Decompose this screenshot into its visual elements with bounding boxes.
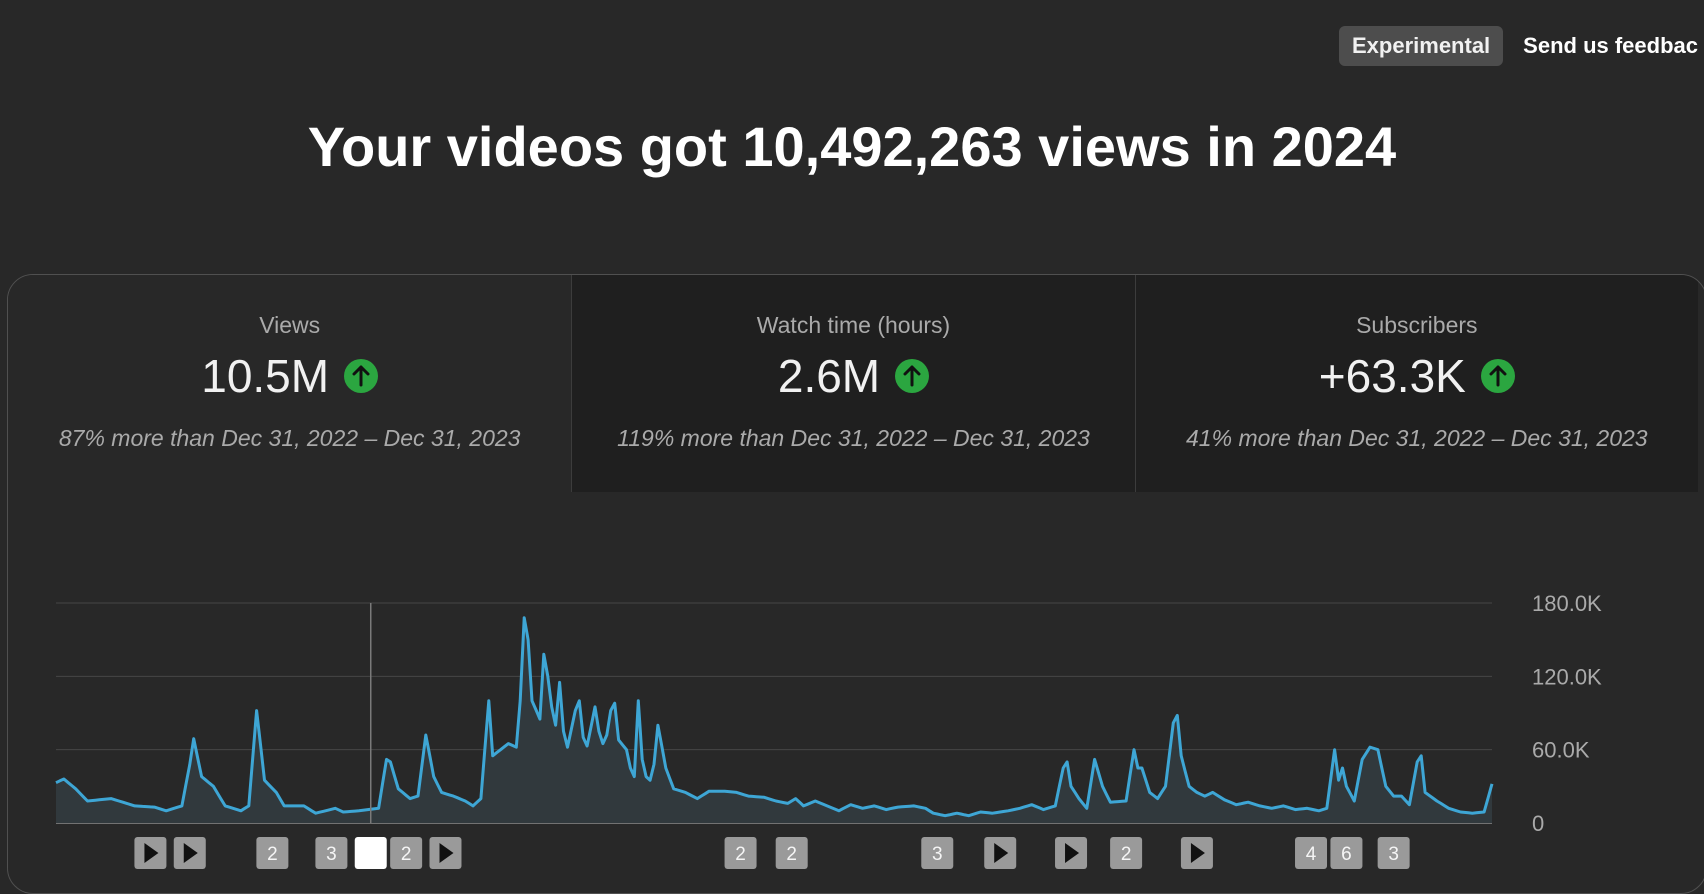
series-line (55, 616, 1494, 818)
y-tick-label: 180.0K (1532, 591, 1602, 616)
tab-subscribers[interactable]: Subscribers +63.3K 41% more than Dec 31,… (1134, 275, 1698, 492)
video-group-marker[interactable] (1377, 837, 1410, 869)
play-icon (183, 843, 198, 863)
video-group-count: 4 (1306, 844, 1317, 865)
video-group-count: 2 (401, 844, 412, 865)
play-icon (1190, 843, 1205, 863)
series-area (56, 617, 1492, 823)
play-icon (994, 843, 1009, 863)
arrow-up-icon (895, 359, 930, 393)
video-group-count: 3 (326, 844, 337, 865)
y-tick-label: 120.0K (1532, 664, 1602, 689)
video-group-count: 6 (1341, 844, 1352, 865)
video-group-count: 2 (267, 844, 278, 865)
tab-comparison: 119% more than Dec 31, 2022 – Dec 31, 20… (617, 425, 1090, 451)
y-tick-label: 0 (1532, 811, 1544, 836)
metric-tabs: Views 10.5M 87% more than Dec 31, 2022 –… (8, 275, 1698, 492)
video-group-count: 3 (932, 844, 943, 865)
video-group-marker[interactable] (724, 837, 757, 869)
video-group-count: 2 (735, 844, 746, 865)
tab-label: Watch time (hours) (756, 312, 951, 338)
top-bar: Experimental Send us feedbac (1339, 26, 1704, 66)
tab-value: +63.3K (1318, 350, 1466, 402)
video-group-count: 2 (1121, 844, 1132, 865)
video-group-marker[interactable] (256, 837, 289, 869)
tab-comparison: 41% more than Dec 31, 2022 – Dec 31, 202… (1186, 425, 1648, 451)
video-group-marker[interactable] (775, 837, 808, 869)
page-headline: Your videos got 10,492,263 views in 2024 (307, 115, 1397, 178)
play-icon (1065, 843, 1080, 863)
y-tick-label: 60.0K (1532, 738, 1590, 763)
play-icon (144, 843, 159, 863)
tab-value: 10.5M (201, 350, 330, 402)
video-group-count: 3 (1388, 844, 1399, 865)
arrow-up-icon (344, 359, 379, 393)
video-group-marker[interactable] (1110, 837, 1143, 869)
video-group-marker[interactable] (921, 837, 954, 869)
video-group-count: 2 (786, 844, 797, 865)
tab-value: 2.6M (777, 350, 881, 402)
tab-comparison: 87% more than Dec 31, 2022 – Dec 31, 202… (58, 425, 521, 451)
tab-views[interactable]: Views 10.5M 87% more than Dec 31, 2022 –… (8, 275, 572, 492)
play-icon (439, 843, 454, 863)
tab-watch-time[interactable]: Watch time (hours) 2.6M 119% more than D… (571, 275, 1135, 492)
video-group-marker[interactable] (315, 837, 348, 869)
experimental-badge[interactable]: Experimental (1339, 26, 1504, 66)
send-feedback-link[interactable]: Send us feedbac (1523, 33, 1699, 58)
tab-label: Views (259, 312, 321, 338)
tab-label: Subscribers (1356, 312, 1478, 338)
video-group-marker[interactable] (1330, 837, 1363, 869)
video-group-marker[interactable] (1295, 837, 1328, 869)
video-group-marker[interactable] (390, 837, 423, 869)
views-chart[interactable]: 0 60.0K 120.0K 180.0K 2 3 2 2 2 3 2 4 6 3 (0, 0, 1704, 872)
selected-video-marker[interactable] (354, 837, 387, 869)
arrow-up-icon (1480, 359, 1515, 393)
